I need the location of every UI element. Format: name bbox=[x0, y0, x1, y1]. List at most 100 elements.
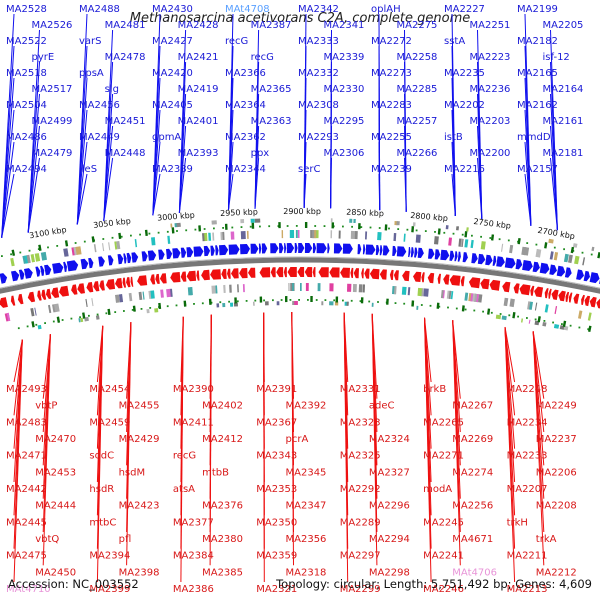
label-leader bbox=[504, 326, 516, 583]
outer-dot bbox=[471, 234, 473, 237]
forward-gene-label: MA2200 bbox=[470, 148, 511, 159]
forward-gene-label: MA2157 bbox=[517, 164, 558, 175]
forward-rna-block bbox=[456, 226, 459, 231]
reverse-gene-arrow bbox=[413, 271, 422, 282]
reverse-gene-label: MA2402 bbox=[202, 401, 243, 412]
reverse-gene-arrow bbox=[568, 292, 573, 303]
reverse-gene-arrow bbox=[340, 267, 350, 278]
forward-gene-label: varS bbox=[79, 36, 102, 47]
forward-gene-label: MA2499 bbox=[32, 116, 73, 127]
label-leader bbox=[532, 331, 545, 399]
inner-dot bbox=[368, 300, 371, 303]
forward-gene-label: MA2266 bbox=[397, 148, 438, 159]
reverse-feature-block bbox=[554, 306, 558, 315]
forward-gene-label: MA2235 bbox=[444, 68, 485, 79]
forward-feature-block bbox=[295, 230, 298, 238]
inner-dot bbox=[123, 310, 125, 312]
reverse-feature-block bbox=[509, 298, 515, 308]
forward-gene-arrow bbox=[40, 265, 45, 276]
reverse-gene-arrow bbox=[227, 268, 231, 279]
inner-dot bbox=[578, 326, 581, 329]
forward-feature-block bbox=[222, 231, 225, 240]
reverse-gene-arrow bbox=[51, 287, 60, 298]
inner-dot bbox=[228, 300, 230, 303]
reverse-gene-label: vbtQ bbox=[35, 534, 59, 545]
reverse-rna-block bbox=[276, 301, 280, 306]
reverse-rna-block bbox=[553, 324, 560, 329]
forward-gene-label: isf-12 bbox=[543, 52, 570, 63]
major-tick-inner bbox=[562, 320, 567, 328]
inner-dot bbox=[455, 307, 458, 310]
major-tick bbox=[171, 227, 175, 234]
forward-gene-label: MA2236 bbox=[470, 84, 511, 95]
label-leader bbox=[524, 141, 532, 226]
reverse-rna-block bbox=[294, 301, 298, 305]
forward-rna-block bbox=[591, 246, 595, 252]
reverse-gene-label: MA2483 bbox=[6, 417, 47, 428]
inner-dot bbox=[26, 325, 29, 328]
outer-dot bbox=[406, 228, 409, 231]
forward-feature-block bbox=[24, 255, 29, 264]
forward-gene-label: MA2478 bbox=[105, 52, 146, 63]
major-tick-inner bbox=[56, 316, 61, 323]
forward-gene-label: MA2365 bbox=[251, 84, 292, 95]
reverse-gene-label: MA2398 bbox=[119, 567, 160, 578]
reverse-gene-label: MA2267 bbox=[452, 401, 493, 412]
backbone-highlight bbox=[0, 256, 600, 289]
forward-gene-arrow bbox=[279, 243, 284, 254]
reverse-feature-block bbox=[30, 308, 35, 317]
reverse-feature-block bbox=[450, 291, 454, 300]
forward-gene-arrow bbox=[261, 243, 268, 254]
forward-gene-label: MA2488 bbox=[79, 4, 120, 15]
reverse-gene-label: MA2213 bbox=[507, 584, 548, 595]
forward-rna-block bbox=[176, 222, 181, 228]
inner-dot bbox=[70, 317, 73, 320]
forward-feature-block bbox=[393, 233, 397, 242]
label-leader bbox=[378, 173, 381, 211]
outer-dot bbox=[139, 233, 141, 236]
inner-dot bbox=[96, 313, 99, 316]
major-tick bbox=[544, 242, 548, 249]
reverse-gene-label: MA2297 bbox=[340, 551, 381, 562]
forward-gene-arrow bbox=[462, 252, 468, 263]
forward-feature-block bbox=[30, 254, 35, 263]
outer-dot bbox=[461, 233, 464, 236]
reverse-gene-label: MA2454 bbox=[89, 384, 130, 395]
forward-gene-label: MA2387 bbox=[251, 20, 292, 31]
forward-gene-label: serC bbox=[298, 164, 320, 175]
reverse-gene-arrow bbox=[513, 283, 520, 294]
reverse-gene-arrow bbox=[449, 275, 461, 286]
reverse-gene-label: MA2423 bbox=[119, 501, 160, 512]
outer-dot bbox=[83, 240, 86, 243]
major-tick bbox=[91, 236, 95, 243]
forward-feature-block bbox=[448, 237, 452, 246]
inner-dot bbox=[490, 311, 493, 314]
reverse-gene-label: MA2391 bbox=[256, 384, 297, 395]
forward-gene-label: MA2479 bbox=[32, 148, 73, 159]
reverse-gene-label: MA2356 bbox=[286, 534, 327, 545]
reverse-gene-label: MA2271 bbox=[423, 451, 464, 462]
forward-gene-arrow bbox=[18, 269, 25, 280]
major-tick-inner bbox=[82, 312, 86, 319]
reverse-gene-label: mtbB bbox=[202, 467, 229, 478]
inner-dot bbox=[315, 299, 318, 301]
reverse-gene-arrow bbox=[155, 273, 160, 284]
reverse-rna-block bbox=[542, 322, 547, 327]
major-tick bbox=[11, 249, 16, 256]
forward-gene-arrow bbox=[362, 244, 366, 255]
inner-dot bbox=[52, 320, 55, 323]
reverse-feature-block bbox=[52, 304, 56, 313]
reverse-gene-label: MA2444 bbox=[35, 501, 76, 512]
major-tick bbox=[437, 228, 441, 235]
reverse-gene-label: MA2384 bbox=[173, 551, 214, 562]
forward-feature-block bbox=[298, 230, 300, 238]
reverse-gene-label: MA2493 bbox=[6, 384, 47, 395]
outer-dot bbox=[47, 246, 49, 249]
accession-label: Accession: NC_003552 bbox=[8, 577, 139, 591]
reverse-gene-label: MA2296 bbox=[369, 501, 410, 512]
reverse-gene-label: MA2399 bbox=[89, 584, 130, 595]
inner-dot bbox=[587, 328, 590, 331]
inner-dot bbox=[438, 305, 441, 308]
reverse-rna-block bbox=[346, 301, 349, 306]
major-tick-inner bbox=[537, 316, 541, 323]
